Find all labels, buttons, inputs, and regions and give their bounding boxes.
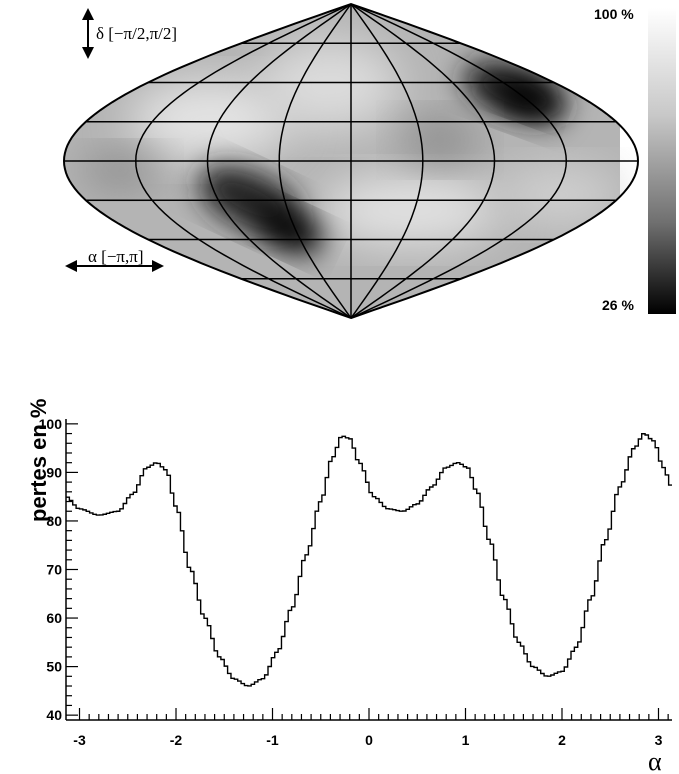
mid-patch bbox=[80, 150, 160, 190]
map-grid bbox=[64, 3, 638, 319]
ra-label: α [−π,π] bbox=[88, 247, 143, 266]
y-axis-title: pertes en % bbox=[26, 399, 51, 523]
x-tick-label: 1 bbox=[462, 732, 470, 748]
dark-region-1-core bbox=[257, 206, 323, 254]
meridian-line bbox=[278, 3, 352, 319]
meridian-line bbox=[350, 3, 496, 319]
dec-annotation: δ [−π/2,π/2] bbox=[82, 8, 177, 59]
sky-map-fill bbox=[64, 4, 620, 318]
light-patch bbox=[260, 40, 400, 130]
x-tick-label: 3 bbox=[655, 732, 663, 748]
colorbar-min-label: 26 % bbox=[602, 297, 634, 313]
x-axis-tick-labels: -3 -2 -1 0 1 2 3 bbox=[73, 732, 662, 748]
y-tick-label: 100 bbox=[39, 416, 63, 432]
dec-label: δ [−π/2,π/2] bbox=[96, 24, 177, 43]
dec-arrow-up-icon bbox=[82, 8, 94, 20]
colorbar: 100 % 26 % bbox=[594, 6, 676, 314]
ra-arrow-left-icon bbox=[65, 260, 77, 272]
mid-patch bbox=[400, 115, 480, 165]
sky-map bbox=[62, 2, 640, 320]
light-patch bbox=[130, 80, 290, 160]
x-axis-ticks bbox=[78, 708, 669, 720]
ra-arrow-right-icon bbox=[152, 260, 164, 272]
meridian-line bbox=[206, 3, 352, 319]
dec-arrow-down-icon bbox=[82, 47, 94, 59]
light-patch bbox=[320, 175, 500, 245]
series-line bbox=[66, 433, 672, 687]
y-tick-label: 70 bbox=[46, 562, 62, 578]
y-tick-label: 80 bbox=[46, 513, 62, 529]
x-tick-label: -2 bbox=[170, 732, 183, 748]
x-tick-label: -1 bbox=[266, 732, 279, 748]
y-tick-label: 40 bbox=[46, 707, 62, 723]
map-outline bbox=[62, 2, 640, 320]
x-tick-label: -3 bbox=[73, 732, 86, 748]
meridian-line bbox=[135, 3, 352, 319]
line-chart: 40 50 60 70 80 90 100 -3 -2 -1 0 1 2 3 pertes en % α bbox=[26, 399, 672, 774]
light-patch bbox=[500, 165, 620, 225]
x-tick-label: 0 bbox=[365, 732, 373, 748]
y-axis-tick-labels: 40 50 60 70 80 90 100 bbox=[39, 416, 63, 723]
y-tick-label: 60 bbox=[46, 610, 62, 626]
x-tick-label: 2 bbox=[558, 732, 566, 748]
ra-annotation: α [−π,π] bbox=[65, 247, 164, 272]
y-tick-label: 50 bbox=[46, 659, 62, 675]
colorbar-max-label: 100 % bbox=[594, 6, 634, 22]
x-axis-title: α bbox=[648, 747, 662, 774]
meridian-line bbox=[350, 3, 424, 319]
y-axis-ticks bbox=[66, 423, 78, 716]
y-tick-label: 90 bbox=[46, 464, 62, 480]
meridian-line bbox=[350, 3, 568, 319]
colorbar-gradient bbox=[648, 8, 676, 314]
